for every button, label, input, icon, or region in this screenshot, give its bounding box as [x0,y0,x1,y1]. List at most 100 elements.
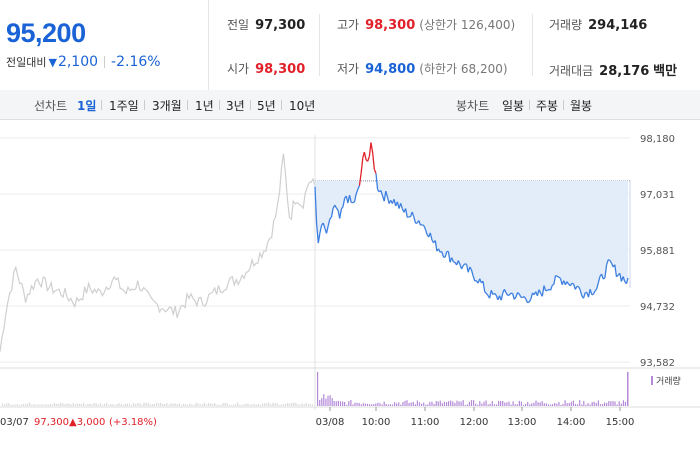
period-1d-button[interactable]: 1일 [77,99,97,113]
volume-bar [287,403,289,406]
volume-bar [143,402,145,406]
period-1y-button[interactable]: 1년 [195,99,214,113]
volume-bar [195,402,197,406]
volume-bar [362,403,364,406]
volume-bar [369,404,371,406]
volume-bar [85,404,87,406]
today-line-segment [327,219,331,227]
candle-daily-button[interactable]: 일봉 [502,99,525,113]
volume-bar [404,400,406,406]
candle-weekly-button[interactable]: 주봉 [536,99,559,113]
volume-bar [414,404,416,406]
volume-bar [560,405,562,406]
volume-bar [214,402,216,406]
volume-bar [70,404,72,406]
volume-bar [280,404,282,406]
stat-label: 시가 [227,62,250,76]
volume-bar [289,403,291,406]
today-line-segment [367,156,371,162]
period-5y-button[interactable]: 5년 [257,99,276,113]
volume-bar [327,395,329,406]
period-3y-button[interactable]: 3년 [226,99,245,113]
volume-bar [270,404,272,406]
today-line-segment [525,298,529,303]
today-line-segment [622,276,626,282]
volume-bar [255,404,257,406]
volume-bar [358,403,360,406]
stat-label: 고가 [337,18,360,32]
volume-bar [64,404,66,406]
stat-label: 저가 [337,62,360,76]
today-line-segment [363,151,367,161]
volume-bar [89,404,91,406]
volume-bar [520,401,522,406]
volume-bar [14,404,16,406]
volume-bar [81,403,83,406]
volume-bar [377,402,379,406]
volume-bar [145,403,147,406]
today-line-segment [380,190,384,196]
volume-bar [16,404,18,406]
period-3m-button[interactable]: 3개월 [152,99,182,113]
volume-bar [610,401,612,406]
volume-bar [266,403,268,406]
volume-bar [425,404,427,406]
stat-open: 시가 98,300 [227,60,305,77]
period-10y-button[interactable]: 10년 [289,99,316,113]
volume-bar [72,403,74,406]
volume-bar [199,404,201,406]
volume-bar [475,403,477,406]
today-line-segment [549,285,553,291]
stat-volume: 거래량 294,146 [549,16,647,33]
volume-bar [274,403,276,406]
today-line-segment [315,223,319,244]
volume-bar [502,401,504,406]
candle-monthly-button[interactable]: 월봉 [570,99,593,113]
today-line-segment [485,292,489,296]
volume-bar [183,403,185,406]
divider [319,14,320,76]
volume-bar [45,404,47,406]
today-line-segment [457,260,461,265]
volume-bar [251,404,253,406]
volume-bar [301,403,303,406]
today-line-segment [400,203,403,209]
today-line-segment [494,292,497,296]
today-line-segment [472,275,476,282]
volume-bar [583,400,585,406]
today-line-segment [482,280,486,292]
volume-bar [558,402,560,406]
volume-bar [216,404,218,406]
current-price: 95,200 [6,18,86,48]
today-line-segment [605,259,609,265]
volume-bar [537,402,539,406]
volume-bar [185,404,187,406]
volume-bar [479,401,481,406]
today-line-segment [467,266,471,273]
price-chart[interactable]: 98,180 97,031 95,881 94,732 93,582 거래량 03/08… [0,120,700,450]
volume-bar [299,404,301,406]
volume-bar [375,403,377,406]
volume-bar [24,403,27,406]
volume-bar [344,402,346,406]
volume-bar [128,403,131,406]
volume-bar [131,405,133,406]
volume-bar [172,403,174,406]
volume-bar [218,404,220,406]
today-line-segment [619,273,623,282]
period-1w-button[interactable]: 1주일 [109,99,139,113]
volume-bar [203,402,205,406]
volume-bar [406,400,408,406]
today-line-segment [317,232,321,244]
volume-bar [62,403,64,406]
volume-bar [464,405,466,406]
volume-bar [360,404,362,406]
x-tick-label: 03/08 [316,417,345,428]
volume-bar [268,402,270,406]
volume-bar [579,400,581,406]
volume-bar [54,403,56,406]
volume-bar [2,403,4,406]
volume-bar [481,403,483,406]
today-line-segment [383,190,387,202]
volume-bar [116,403,118,406]
